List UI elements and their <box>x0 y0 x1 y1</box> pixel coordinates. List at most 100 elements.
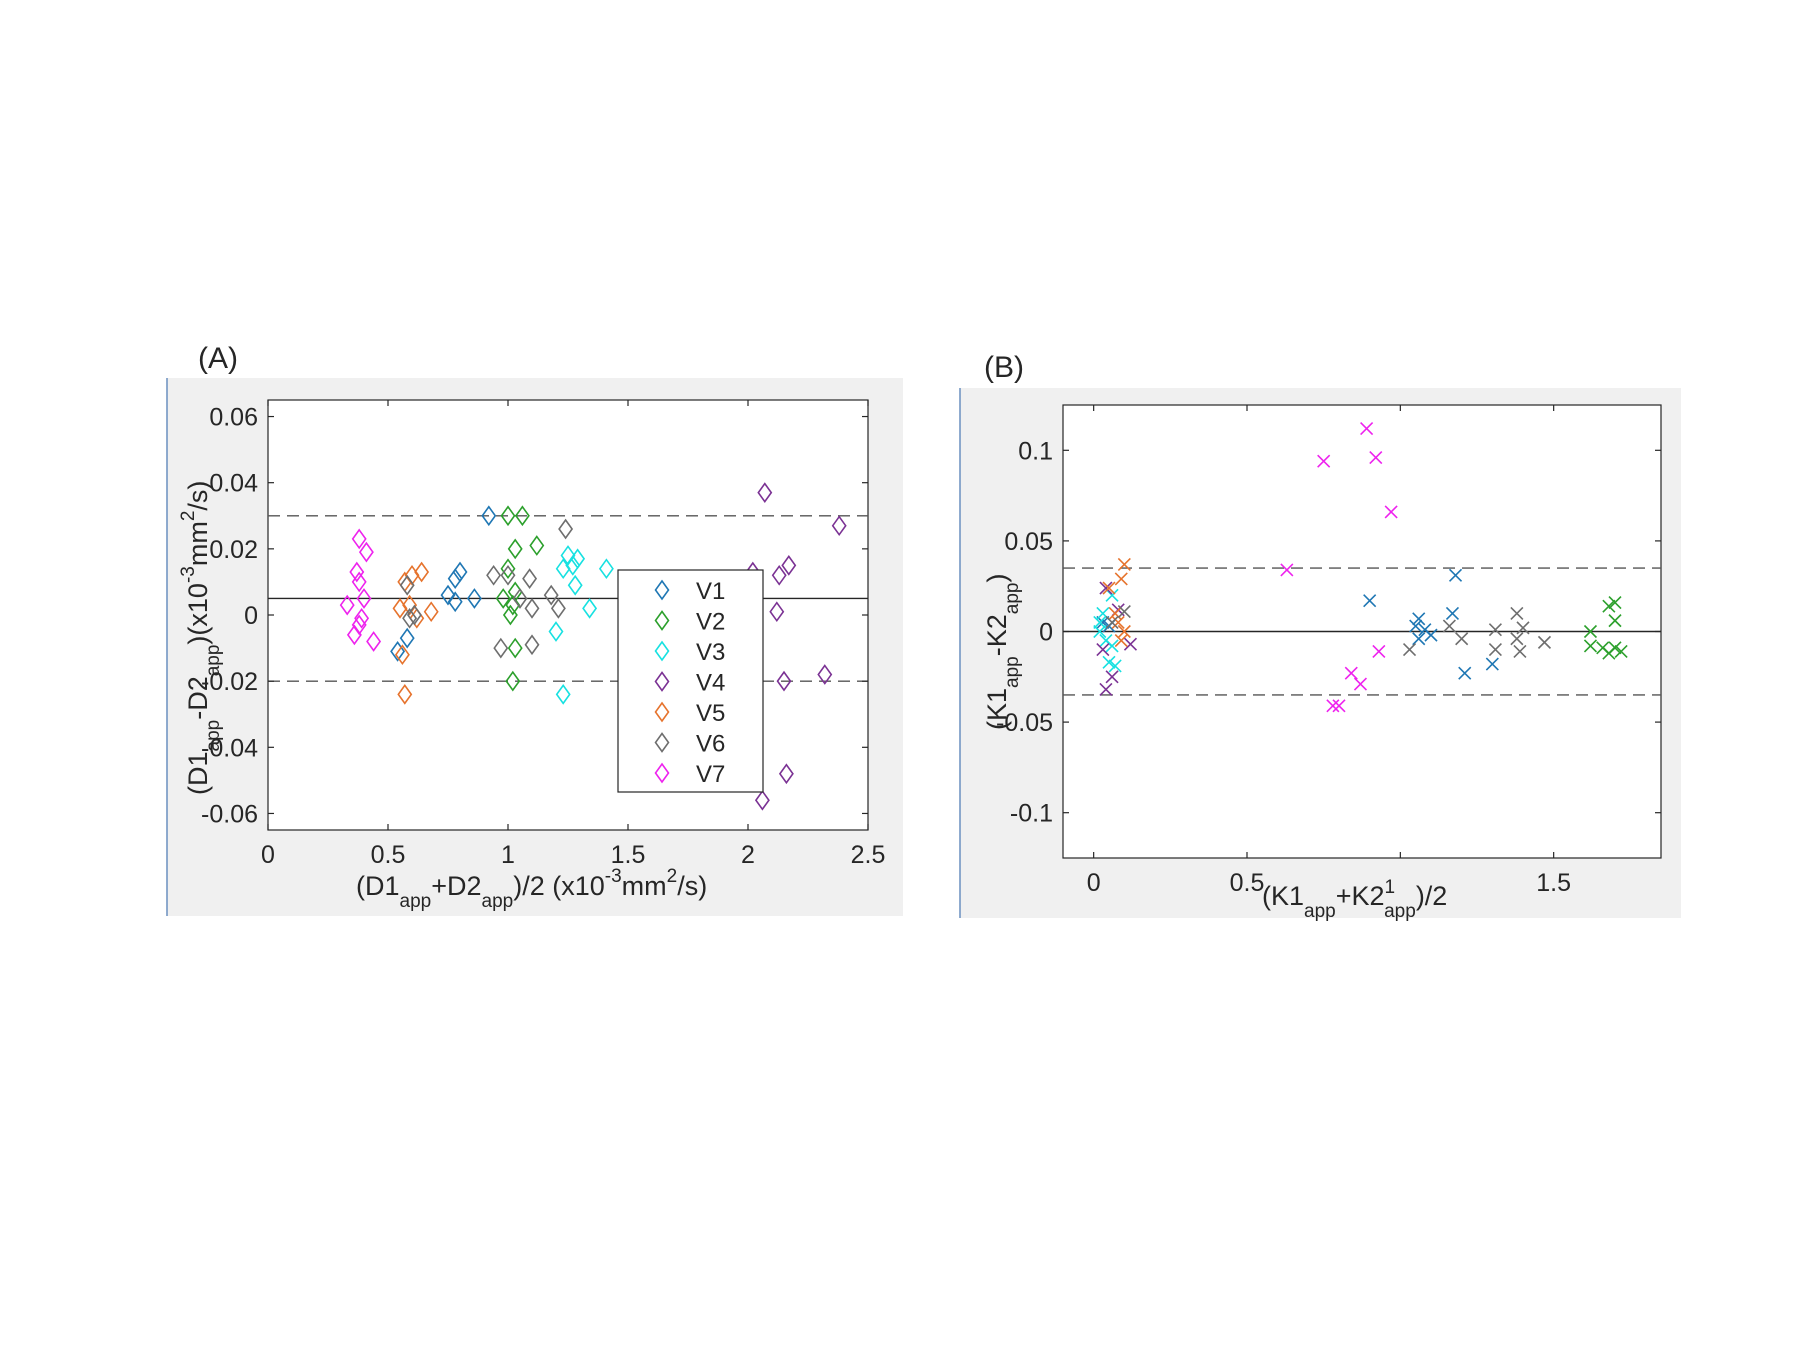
data-point-v4 <box>771 564 787 586</box>
legend-marker-v5 <box>654 701 670 723</box>
data-point-v3 <box>555 684 571 705</box>
data-point-v7 <box>1360 421 1374 436</box>
y-tick-label: -0.1 <box>1010 800 1053 828</box>
data-point-v2 <box>507 637 523 659</box>
data-point-v1 <box>1485 657 1499 671</box>
data-point-v6 <box>1510 632 1524 646</box>
data-point-v7 <box>1353 677 1368 691</box>
data-point-v2 <box>1614 644 1628 658</box>
panel-a-points <box>339 482 847 811</box>
data-point-v2 <box>505 594 521 616</box>
data-point-v6 <box>493 637 509 659</box>
data-point-v5 <box>394 644 410 666</box>
data-point-v2 <box>507 538 523 560</box>
legend-label-v4: V4 <box>696 670 725 697</box>
data-point-v6 <box>1510 606 1524 620</box>
panel-a-label: (A) <box>198 342 238 375</box>
data-point-v7 <box>351 614 367 636</box>
y-tick-label: 0.1 <box>1018 437 1053 465</box>
data-point-v1 <box>1412 612 1426 626</box>
data-point-v6 <box>512 588 528 609</box>
data-point-v2 <box>1583 639 1598 653</box>
data-point-v6 <box>1105 615 1119 630</box>
legend-label-v6: V6 <box>696 731 725 758</box>
data-point-v6 <box>402 607 418 629</box>
data-point-v7 <box>1280 563 1294 577</box>
data-point-v6 <box>1513 644 1527 658</box>
data-point-v7 <box>1369 450 1383 465</box>
data-point-v4 <box>776 670 792 692</box>
data-point-v5 <box>1117 557 1131 572</box>
data-point-v6 <box>406 604 422 626</box>
x-tick-label: 0 <box>1087 869 1101 897</box>
panel-b-reference-lines <box>1063 567 1661 696</box>
data-point-v3 <box>560 545 576 566</box>
panel-a-legend: V1 V2 V3 V4 V5 V6 V7 <box>617 569 764 793</box>
data-point-v6 <box>543 584 559 606</box>
data-point-v6 <box>524 634 540 656</box>
data-point-v2 <box>514 505 530 527</box>
data-point-v1 <box>1412 632 1426 646</box>
x-tick-label: 0.5 <box>1230 869 1265 897</box>
data-point-v4 <box>1096 643 1110 657</box>
data-point-v6 <box>524 598 540 619</box>
y-tick-label: 0.05 <box>1004 528 1053 556</box>
data-point-v7 <box>1317 454 1331 468</box>
data-point-v2 <box>1602 599 1616 613</box>
y-tick-label: 0 <box>1039 619 1053 647</box>
data-point-v7 <box>1384 505 1398 519</box>
data-point-v6 <box>550 598 566 619</box>
data-point-v7 <box>1332 699 1346 713</box>
data-point-v4 <box>817 664 833 685</box>
panel-a-axes: 0 0.5 1 1.5 2 2.5 -0.06 -0.04 -0.02 0 0.02 0.04 0.06 <box>201 400 885 869</box>
data-point-v4 <box>831 515 847 537</box>
data-point-v1 <box>399 627 415 649</box>
y-tick-label: 0.04 <box>209 470 258 498</box>
data-point-v6 <box>558 518 574 540</box>
data-point-v2 <box>1583 624 1598 639</box>
x-tick-label: 2.5 <box>851 841 886 869</box>
data-point-v1 <box>440 584 456 606</box>
data-point-v5 <box>1114 633 1128 648</box>
legend-label-v5: V5 <box>696 700 725 727</box>
data-point-v3 <box>598 558 614 580</box>
panel-b-label: (B) <box>984 351 1024 384</box>
y-tick-label: -0.05 <box>996 709 1053 737</box>
data-point-v7 <box>358 541 374 563</box>
data-point-v4 <box>778 763 794 785</box>
data-point-v7 <box>346 624 362 646</box>
data-point-v7 <box>1372 644 1386 658</box>
data-point-v5 <box>402 594 418 616</box>
y-tick-label: 0.06 <box>209 404 258 432</box>
data-point-v6 <box>1488 623 1502 637</box>
data-point-v6 <box>500 564 516 586</box>
data-point-v7 <box>351 528 367 550</box>
panel-a-reference-lines <box>268 515 868 682</box>
data-point-v4 <box>1105 670 1119 684</box>
legend-label-v2: V2 <box>696 609 725 636</box>
data-point-v2 <box>1608 595 1622 610</box>
data-point-v4 <box>754 789 770 811</box>
panel-b-points <box>1093 421 1628 713</box>
data-point-v3 <box>548 621 564 642</box>
data-point-v7 <box>1344 666 1358 680</box>
panel-a: (A) 0 0.5 1 1.5 2 2.5 -0.06 -0.04 -0.02 0 0.02 0.04… <box>166 342 903 916</box>
data-point-v6 <box>1442 619 1456 633</box>
y-tick-label: 0 <box>244 602 258 630</box>
y-tick-label: -0.04 <box>201 734 258 762</box>
legend-marker-v4 <box>654 671 670 692</box>
data-point-v1 <box>466 588 482 609</box>
data-point-v4 <box>1099 682 1113 697</box>
data-point-v5 <box>1102 581 1116 595</box>
data-point-v6 <box>486 564 502 586</box>
data-point-v2 <box>505 670 521 692</box>
x-tick-label: 0.5 <box>371 841 406 869</box>
data-point-v1 <box>1448 568 1463 582</box>
data-point-v7 <box>354 607 370 629</box>
data-point-v2 <box>495 588 511 609</box>
x-tick-label: 2 <box>741 841 755 869</box>
legend-marker-v6 <box>654 732 670 753</box>
data-point-v1 <box>390 641 406 662</box>
data-point-v1 <box>1458 666 1472 680</box>
data-point-v3 <box>582 598 598 619</box>
